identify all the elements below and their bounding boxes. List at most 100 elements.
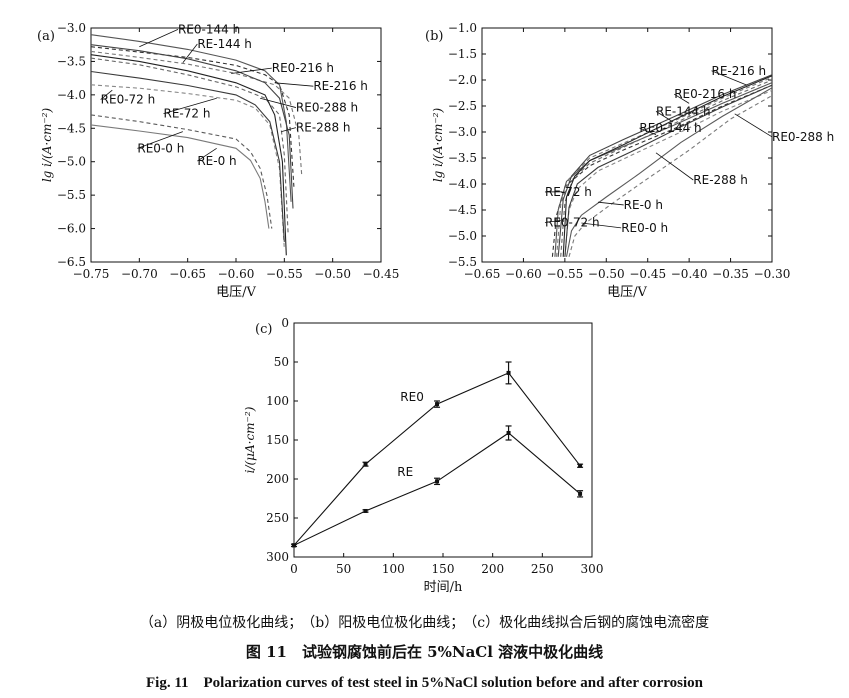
series-line-RE-288-h: [564, 84, 772, 257]
series-label: RE0-144 h: [639, 121, 701, 135]
caption-b: （b）阳极电位极化曲线；: [308, 615, 465, 631]
series-label: RE0-216 h: [674, 87, 736, 101]
x-tick-label: 250: [531, 562, 554, 576]
annotation-leader: [274, 82, 314, 87]
x-tick-label: −0.65: [464, 267, 501, 281]
panel-tag: (c): [255, 322, 272, 337]
data-point: [435, 479, 440, 484]
series-line-RE: [294, 432, 581, 546]
series-label: RE-216 h: [313, 79, 368, 93]
y-tick-label: −2.0: [448, 73, 477, 87]
series-line-RE-216-h: [91, 44, 294, 209]
annotation-leader: [544, 220, 561, 224]
series-line-RE0: [294, 372, 581, 546]
x-axis-label: 电压/V: [216, 285, 256, 300]
series-line-RE0-144-h: [91, 46, 295, 189]
series-line-RE-288-h: [91, 54, 287, 256]
y-tick-label: −3.5: [448, 151, 477, 165]
data-point: [363, 462, 368, 467]
plot-frame: [90, 27, 382, 263]
series-line-RE0-144-h: [556, 76, 772, 257]
annotation-leader: [182, 43, 198, 64]
y-tick-label: 50: [274, 355, 289, 369]
y-tick-label: 100: [266, 394, 289, 408]
series-label: RE-0 h: [197, 154, 236, 168]
series-label: RE-72 h: [545, 185, 592, 199]
x-tick-label: 100: [382, 562, 405, 576]
y-tick-label: −4.5: [57, 121, 86, 135]
panel-c: 0 50 100 150 200 250 300050100150200250300时间/h…: [243, 316, 603, 595]
x-axis-label: 电压/V: [607, 285, 647, 300]
x-tick-label: −0.55: [266, 267, 303, 281]
y-tick-label: −3.5: [57, 54, 86, 68]
series-label: RE0-216 h: [272, 61, 334, 75]
data-point: [435, 402, 440, 407]
x-tick-label: −0.45: [363, 267, 400, 281]
subfigure-caption: （a）阴极电位极化曲线； （b）阳极电位极化曲线； （c）极化曲线拟合后钢的腐蚀电流…: [0, 612, 849, 632]
x-tick-label: −0.45: [629, 267, 666, 281]
data-point: [292, 543, 296, 548]
y-axis-label: lg i/(A·cm⁻²): [40, 108, 54, 183]
x-tick-label: −0.50: [314, 267, 351, 281]
x-tick-label: 0: [290, 562, 298, 576]
data-point: [506, 370, 511, 375]
series-line-RE0-288-h: [91, 57, 289, 236]
y-tick-label: −4.5: [448, 203, 477, 217]
annotation-leader: [734, 113, 773, 138]
y-tick-label: −6.5: [57, 255, 86, 269]
series-line-RE0-72-h: [91, 84, 285, 249]
series-line-RE0-72-h: [551, 84, 772, 257]
x-tick-label: −0.40: [671, 267, 708, 281]
x-tick-label: −0.50: [588, 267, 625, 281]
series-line-RE-72-h: [554, 82, 772, 257]
series-label: RE-288 h: [693, 173, 748, 187]
y-tick-label: −3.0: [57, 21, 86, 35]
series-label: RE: [397, 465, 413, 479]
series-line-RE0-0-h: [91, 114, 273, 229]
y-tick-label: −1.0: [448, 21, 477, 35]
series-label: RE0: [400, 390, 424, 404]
annotation-leader: [581, 222, 622, 229]
y-tick-label: −6.0: [57, 222, 86, 236]
x-tick-label: −0.30: [754, 267, 791, 281]
y-tick-label: −1.5: [448, 47, 477, 61]
series-label: RE-216 h: [712, 64, 767, 78]
y-tick-label: −5.0: [448, 229, 477, 243]
panel-tag: (b): [425, 29, 443, 44]
annotation-leader: [197, 148, 217, 162]
annotation-leader: [137, 131, 183, 149]
data-point: [363, 508, 368, 513]
y-tick-label: 200: [266, 472, 289, 486]
series-label: RE0-0 h: [621, 221, 668, 235]
series-label: RE0-72 h: [101, 93, 156, 107]
annotation-leader: [597, 201, 624, 206]
caption-a: （a）阴极电位极化曲线；: [139, 615, 303, 631]
figure-title-en: Fig. 11 Polarization curves of test stee…: [145, 675, 704, 691]
y-tick-label: 250: [266, 511, 289, 525]
series-label: RE0-144 h: [178, 22, 240, 36]
series-line-RE-72-h: [91, 70, 285, 242]
annotation-leader: [231, 67, 272, 74]
panel-b: −0.65 −0.60 −0.55 −0.50 −0.45 −0.40 −0.35 −0.30…: [425, 21, 834, 300]
x-axis-label: 时间/h: [424, 580, 463, 595]
x-tick-label: −0.70: [121, 267, 158, 281]
annotation-leader: [711, 70, 748, 86]
x-tick-label: 50: [336, 562, 351, 576]
x-tick-label: −0.60: [218, 267, 255, 281]
y-tick-label: −2.5: [448, 99, 477, 113]
y-tick-label: 0: [281, 316, 289, 330]
series-line-RE0-288-h: [564, 89, 772, 257]
x-tick-label: −0.35: [712, 267, 749, 281]
plot-frame: [481, 27, 773, 263]
series-line-RE0-216-h: [91, 50, 303, 176]
series-label: RE-144 h: [656, 104, 711, 118]
series-label: RE0-288 h: [772, 130, 834, 144]
annotation-leader: [674, 93, 690, 104]
data-point: [506, 430, 511, 435]
series-line-RE-216-h: [562, 75, 772, 257]
series-label: RE0-288 h: [296, 101, 358, 115]
y-tick-label: −4.0: [57, 88, 86, 102]
y-tick-label: −4.0: [448, 177, 477, 191]
x-tick-label: −0.55: [546, 267, 583, 281]
series-label: RE-144 h: [197, 37, 252, 51]
